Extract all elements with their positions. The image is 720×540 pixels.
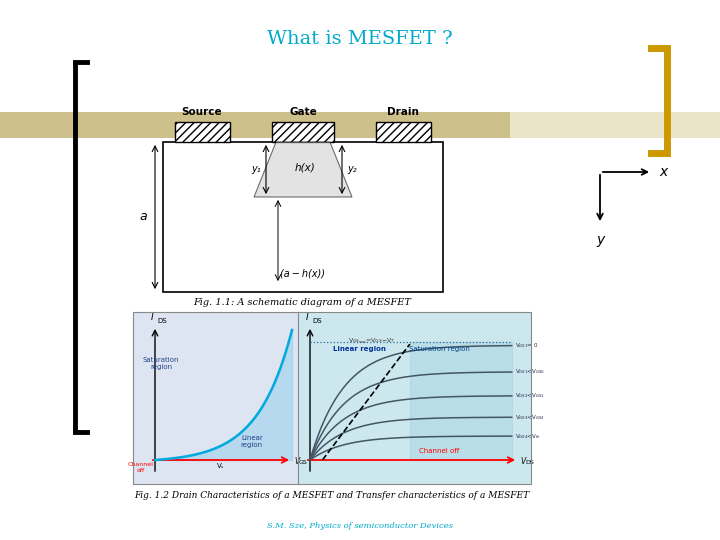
Text: y₂: y₂	[347, 164, 356, 174]
Text: Drain: Drain	[387, 107, 419, 117]
Bar	[376, 122, 431, 142]
Bar	[133, 312, 531, 484]
Text: Channel
off: Channel off	[128, 462, 154, 473]
Text: Vₛ: Vₛ	[217, 463, 225, 469]
Text: h(x): h(x)	[294, 162, 315, 172]
Text: V: V	[520, 457, 526, 467]
Text: V: V	[294, 457, 300, 467]
Text: DS: DS	[525, 461, 534, 465]
Text: Linear region: Linear region	[333, 346, 387, 352]
Text: Linear
region: Linear region	[240, 435, 263, 449]
Bar	[510, 112, 720, 138]
Bar	[0, 112, 510, 138]
Text: I: I	[150, 313, 153, 322]
Bar	[175, 122, 230, 142]
Bar	[133, 312, 298, 484]
Text: V$_{GS3}$<V$_{GS2}$: V$_{GS3}$<V$_{GS2}$	[515, 413, 544, 422]
Text: GS: GS	[299, 461, 307, 465]
Bar	[133, 312, 531, 484]
Text: DS: DS	[157, 318, 166, 324]
Text: (a − h(x)): (a − h(x))	[281, 268, 325, 278]
Bar	[272, 122, 334, 142]
Text: S.M. Sze, Physics of semiconductor Devices: S.M. Sze, Physics of semiconductor Devic…	[267, 522, 453, 530]
Text: V$_{GS2}$<V$_{GS1}$: V$_{GS2}$<V$_{GS1}$	[515, 392, 544, 400]
Text: V$_{GS1}$= 0: V$_{GS1}$= 0	[515, 341, 538, 350]
Text: Fig. 1.1: A schematic diagram of a MESFET: Fig. 1.1: A schematic diagram of a MESFE…	[193, 298, 411, 307]
Text: Fig. 1.2 Drain Characteristics of a MESFET and Transfer characteristics of a MES: Fig. 1.2 Drain Characteristics of a MESF…	[135, 491, 530, 500]
Bar	[163, 142, 443, 292]
Polygon shape	[254, 142, 352, 197]
Text: y: y	[596, 233, 604, 247]
Text: Saturation region: Saturation region	[408, 346, 469, 352]
Text: DS: DS	[312, 318, 322, 324]
Bar	[298, 312, 531, 484]
Text: Channel off: Channel off	[419, 448, 459, 454]
Text: What is MESFET ?: What is MESFET ?	[267, 30, 453, 48]
Text: V$_{GS1}$<V$_{GS0}$: V$_{GS1}$<V$_{GS0}$	[515, 367, 545, 376]
Text: Gate: Gate	[289, 107, 317, 117]
Text: Saturation
region: Saturation region	[143, 357, 179, 370]
Text: y₁: y₁	[251, 164, 261, 174]
Text: Source: Source	[181, 107, 222, 117]
Text: V$_{GS_{max}}$=V$_{GS}$−V$_T$: V$_{GS_{max}}$=V$_{GS}$−V$_T$	[348, 336, 396, 346]
Text: a: a	[140, 211, 147, 224]
Text: V$_{GS4}$<V$_{th}$: V$_{GS4}$<V$_{th}$	[515, 431, 541, 441]
Text: I: I	[305, 313, 308, 322]
Text: x: x	[659, 165, 667, 179]
